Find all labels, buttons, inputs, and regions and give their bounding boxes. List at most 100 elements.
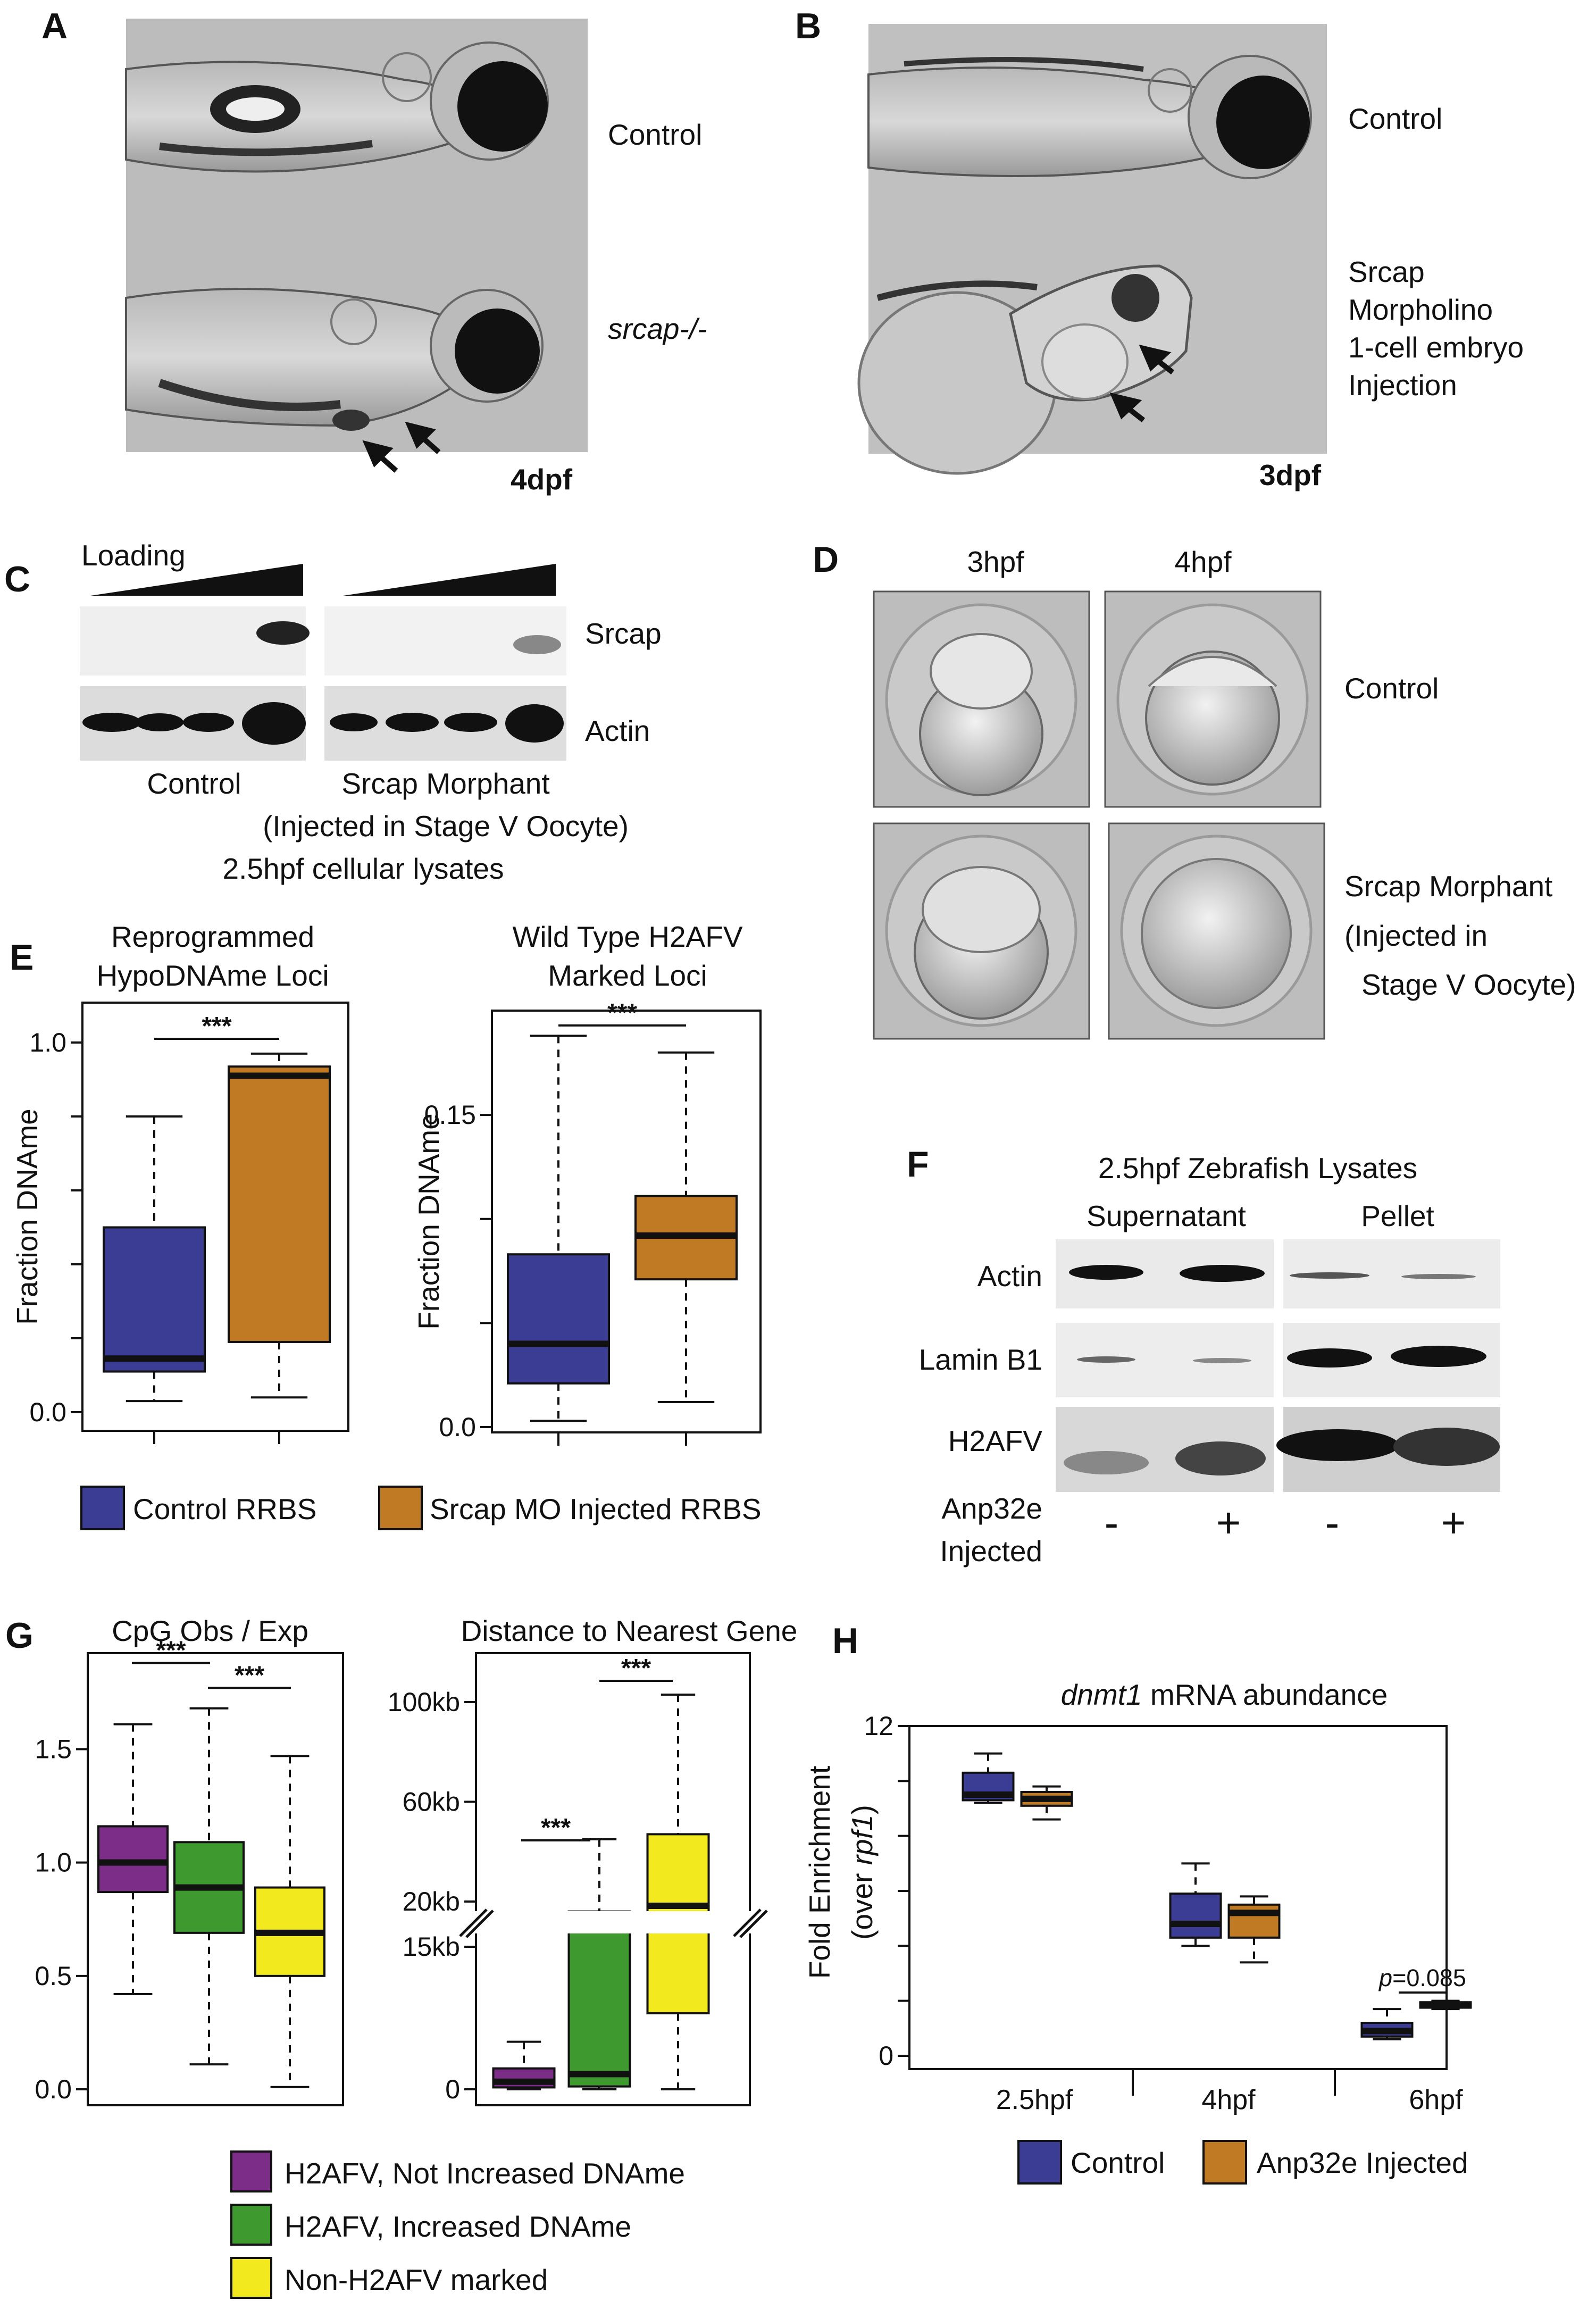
significance-label: *** (621, 1654, 651, 1682)
legend-non-h2afv: Non-H2AFV marked (285, 2263, 548, 2296)
panel-a-stage-label: 4dpf (511, 463, 573, 496)
loading-ramp-morphant (343, 564, 556, 596)
x-tick-label: 6hpf (1409, 2085, 1463, 2115)
panel-d-4hpf-label: 4hpf (1174, 545, 1232, 578)
panel-d-morphant-line1: Srcap Morphant (1344, 870, 1552, 903)
chart-h-title-rest: mRNA abundance (1142, 1678, 1388, 1711)
panel-h-label: H (832, 1621, 858, 1661)
box-0 (97, 1723, 169, 1995)
significance-label: *** (202, 1012, 231, 1040)
blot-lysate-label: 2.5hpf cellular lysates (223, 852, 504, 885)
panel-e-label: E (10, 937, 34, 978)
panel-f-pellet: Pellet (1361, 1199, 1434, 1232)
blot-actin-label: Actin (585, 714, 650, 747)
y-tick-label: 0.15 (424, 1100, 476, 1130)
legend-swatch-anp32e (1202, 2140, 1247, 2185)
chart-h-ylabel-line1: Fold Enrichment (803, 1766, 836, 1979)
panel-d-label: D (813, 539, 839, 580)
x-tick-label: 2.5hpf (996, 2085, 1073, 2115)
y-axis-label: Fraction DNAme (412, 1113, 445, 1329)
axis-break-gap (455, 1911, 771, 1933)
panel-f-bands (1064, 1265, 1500, 1475)
box-1 (228, 1052, 331, 1399)
injected-plus: + (1216, 1499, 1241, 1546)
plot-frame (491, 1010, 762, 1433)
panel-a-label: A (41, 6, 68, 46)
legend-control-rrbs: Control RRBS (133, 1493, 316, 1525)
legend-swatch-non-h2afv (230, 2257, 272, 2299)
y-tick-label: 1.0 (29, 1028, 66, 1057)
chart-g2-plot: 0 15kb 20kb 60kb 100kb *** *** (388, 1652, 771, 2106)
panel-c-label: C (4, 559, 30, 599)
y-tick-label: 0.0 (29, 1397, 66, 1427)
panel-b-morphant-line2: Morpholino (1348, 293, 1493, 326)
x-tick-label: 4hpf (1201, 2085, 1256, 2115)
panel-f-title: 2.5hpf Zebrafish Lysates (1098, 1152, 1417, 1185)
chart-e1-title-line1: Reprogrammed (111, 920, 314, 953)
legend-swatch-increased (230, 2204, 272, 2246)
box-0 (962, 1752, 1015, 1804)
embryo-image (873, 822, 1090, 1040)
panel-f-injected-line1: Anp32e (941, 1492, 1042, 1525)
y-tick-label: 20kb (403, 1887, 460, 1916)
annotation-value: =0.085 (1392, 1964, 1466, 1991)
legend-anp32e: Anp32e Injected (1257, 2146, 1468, 2179)
legend-swatch-srcap-mo (378, 1486, 423, 1530)
chart-h-title-gene: dnmt1 (1061, 1678, 1142, 1711)
chart-h-ylabel-line2: (over rpf1) (846, 1805, 879, 1940)
box-1 (1020, 1785, 1073, 1821)
box-0 (507, 1035, 610, 1422)
box-0 (103, 1115, 206, 1403)
y-tick-label: 0.0 (35, 2074, 72, 2104)
panel-g-label: G (5, 1615, 34, 1656)
panel-b-morphant-line4: Injection (1348, 369, 1457, 402)
panel-d-morphant-line2: (Injected in (1344, 919, 1488, 952)
panel-d-control-label: Control (1344, 672, 1439, 705)
chart-g2-title: Distance to Nearest Gene (461, 1614, 798, 1647)
box-2 (254, 1755, 325, 2088)
panel-f-supernatant: Supernatant (1087, 1199, 1246, 1232)
legend-control: Control (1071, 2146, 1165, 2179)
plot-frame (475, 1652, 751, 2106)
panel-d-3hpf-label: 3hpf (967, 545, 1024, 578)
panel-a-mutant-label: srcap-/- (608, 312, 707, 345)
panel-a-control-label: Control (608, 118, 702, 151)
blot-morphant-label: Srcap Morphant (341, 767, 549, 800)
box-2 (646, 1693, 710, 2090)
significance-label: *** (156, 1637, 186, 1665)
box-body (1169, 1893, 1222, 1939)
band (513, 635, 561, 654)
box-5 (1419, 1999, 1472, 2011)
axis-break-mark (739, 1910, 768, 1938)
chart-e2-title-line2: Marked Loci (548, 959, 707, 992)
panel-b-label: B (795, 6, 821, 46)
chart-h-ylabel-post: ) (846, 1805, 879, 1814)
blot-srcap-label: Srcap (585, 617, 662, 650)
actin-bands (82, 702, 564, 745)
significance-label: *** (607, 999, 637, 1027)
y-tick-label: 0 (879, 2041, 893, 2071)
y-tick-label: 0.5 (35, 1961, 72, 1991)
y-axis-label: Fraction DNAme (11, 1108, 44, 1324)
injected-plus: + (1441, 1499, 1466, 1546)
arrow-icon (1109, 344, 1175, 422)
larva-srcap-mutant-illustration (125, 288, 544, 431)
arrow-icon (362, 421, 441, 473)
axis-break-mark (733, 1908, 762, 1937)
panel-b-control-label: Control (1348, 102, 1442, 135)
embryo-image (873, 590, 1090, 808)
y-tick-label: 0.0 (439, 1412, 476, 1442)
legend-not-increased: H2AFV, Not Increased DNAme (285, 2157, 685, 2190)
chart-h-ylabel-pre: (over (846, 1865, 879, 1940)
embryo-image (1108, 822, 1325, 1040)
embryo-image (1104, 590, 1322, 808)
y-tick-label: 1.0 (35, 1848, 72, 1878)
loading-ramp-control (90, 564, 303, 596)
y-tick-label: 1.5 (35, 1735, 72, 1764)
box-body (1227, 1903, 1281, 1939)
box-4 (1360, 2008, 1414, 2040)
panel-b-morphant-line1: Srcap (1348, 255, 1425, 288)
box-1 (567, 1838, 631, 2090)
